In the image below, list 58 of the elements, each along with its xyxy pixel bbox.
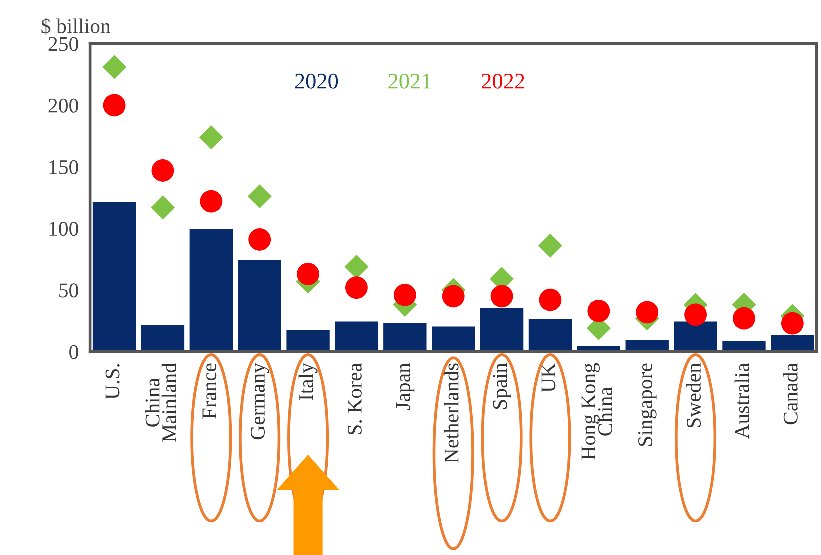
bar — [140, 324, 186, 352]
point — [152, 160, 174, 182]
point — [103, 94, 126, 117]
x-tick-label: Italy — [298, 363, 318, 400]
x-tick-label: Sweden — [686, 363, 702, 428]
bar — [92, 200, 138, 352]
text: 2022 — [482, 74, 524, 89]
text: 2020 — [295, 74, 338, 89]
x-tick-label: UK — [542, 363, 556, 393]
x-tick-label: Japan — [396, 363, 415, 410]
y-tick-label: 150 — [50, 160, 78, 174]
point — [344, 254, 369, 279]
point — [200, 190, 223, 213]
bar — [382, 322, 428, 352]
point — [733, 307, 756, 330]
point — [248, 228, 272, 251]
bar — [285, 328, 332, 352]
x-tick-label: Netherlands — [444, 364, 459, 464]
point — [588, 300, 610, 322]
bar — [334, 320, 380, 352]
x-tick-label: U.S. — [106, 364, 120, 400]
x-tick-label: Germany — [251, 363, 270, 440]
y-tick-label: 250 — [48, 37, 78, 52]
point — [297, 263, 320, 286]
point — [248, 184, 272, 209]
y-tick-label: 0 — [70, 345, 78, 360]
y-tick-label: 100 — [50, 222, 78, 236]
y-tick-label: 200 — [48, 98, 78, 113]
x-tick-label: Australia — [734, 363, 750, 440]
point — [442, 285, 465, 308]
point — [636, 301, 659, 324]
bar — [188, 228, 234, 352]
point — [539, 288, 562, 312]
point — [490, 285, 514, 308]
x-tick-label: Spain — [493, 363, 512, 410]
x-tick-label: Hong Kong China — [582, 363, 612, 460]
bar — [479, 306, 526, 352]
point — [150, 196, 175, 220]
bar — [672, 320, 719, 352]
point — [394, 284, 416, 306]
y-axis-title: $ billion — [42, 18, 111, 35]
y-tick-label: 50 — [60, 284, 78, 298]
point — [538, 234, 563, 258]
bar — [236, 258, 283, 352]
bar — [770, 334, 816, 352]
x-tick-label: France — [202, 364, 217, 420]
point — [346, 276, 368, 299]
point — [781, 312, 804, 335]
point — [684, 304, 707, 326]
point — [102, 55, 127, 80]
x-tick-label: S. Korea — [348, 363, 362, 434]
x-tick-label: Singapore — [638, 364, 657, 446]
text: 2021 — [388, 74, 431, 89]
point — [199, 125, 224, 150]
bar — [430, 325, 477, 352]
x-tick-label: Canada — [783, 363, 798, 425]
bar — [528, 318, 574, 352]
x-tick-label: China Mainland — [145, 363, 177, 442]
